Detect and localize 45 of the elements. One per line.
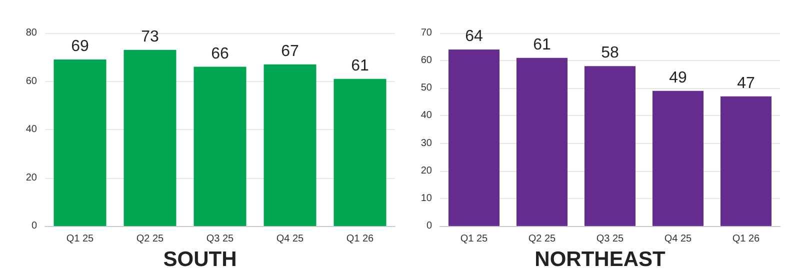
data-label: 66 <box>211 45 229 62</box>
bar <box>54 60 106 226</box>
data-label: 64 <box>465 28 483 46</box>
y-tick-label: 60 <box>420 55 432 66</box>
data-label: 61 <box>351 57 369 74</box>
x-tick-label: Q3 25 <box>596 234 624 244</box>
x-tick-label: Q1 26 <box>346 234 374 244</box>
y-tick-label: 30 <box>420 138 432 149</box>
data-label: 58 <box>601 44 619 62</box>
y-tick-label: 0 <box>31 220 38 232</box>
x-tick-label: Q2 25 <box>136 234 164 244</box>
bar <box>334 78 386 226</box>
x-tick-label: Q4 25 <box>276 234 304 244</box>
bar <box>124 50 176 226</box>
y-tick-label: 60 <box>26 76 38 87</box>
y-tick-label: 0 <box>426 220 432 232</box>
data-label: 47 <box>737 74 755 92</box>
bar <box>516 58 568 226</box>
y-tick-label: 80 <box>26 28 38 38</box>
x-tick-label: Q1 25 <box>66 234 94 244</box>
y-tick-label: 70 <box>420 28 432 38</box>
data-label: 61 <box>533 36 551 54</box>
x-tick-label: Q4 25 <box>664 234 692 244</box>
y-tick-label: 40 <box>26 124 38 135</box>
x-tick-label: Q2 25 <box>528 234 556 244</box>
bar <box>264 64 316 226</box>
y-tick-label: 50 <box>420 82 432 94</box>
y-tick-label: 10 <box>420 192 432 204</box>
text: NORTHEAST <box>534 248 666 271</box>
bar <box>720 96 772 226</box>
bar <box>652 90 704 226</box>
x-tick-label: Q3 25 <box>206 234 234 244</box>
x-tick-label: Q1 25 <box>460 234 488 244</box>
data-label: 69 <box>71 38 89 56</box>
bar <box>448 50 500 226</box>
y-tick-label: 20 <box>420 165 432 176</box>
x-tick-label: Q1 26 <box>732 234 760 244</box>
data-label: 73 <box>141 28 159 46</box>
data-label: 67 <box>281 42 299 60</box>
y-tick-label: 40 <box>420 110 432 122</box>
bar <box>584 66 636 226</box>
text: SOUTH <box>163 248 237 271</box>
bar <box>194 66 246 226</box>
y-tick-label: 20 <box>26 172 38 184</box>
data-label: 49 <box>669 69 687 86</box>
